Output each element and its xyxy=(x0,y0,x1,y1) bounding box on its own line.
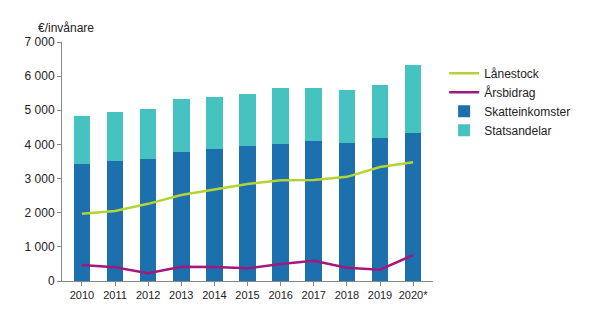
svg-text:2011: 2011 xyxy=(103,289,127,301)
svg-text:Lånestock: Lånestock xyxy=(484,67,540,81)
svg-text:Årsbidrag: Årsbidrag xyxy=(484,85,535,100)
svg-text:6 000: 6 000 xyxy=(25,69,55,83)
svg-text:2 000: 2 000 xyxy=(25,206,55,220)
svg-text:Statsandelar: Statsandelar xyxy=(484,124,551,138)
svg-text:2015: 2015 xyxy=(235,289,259,301)
svg-text:2018: 2018 xyxy=(335,289,359,301)
svg-text:0: 0 xyxy=(48,274,55,288)
svg-text:4 000: 4 000 xyxy=(25,138,55,152)
svg-text:2014: 2014 xyxy=(202,289,226,301)
svg-text:2013: 2013 xyxy=(169,289,193,301)
svg-text:1 000: 1 000 xyxy=(25,240,55,254)
svg-text:3 000: 3 000 xyxy=(25,172,55,186)
svg-text:€/invånare: €/invånare xyxy=(38,21,94,35)
svg-text:2019: 2019 xyxy=(368,289,392,301)
svg-text:2010: 2010 xyxy=(70,289,94,301)
svg-text:2016: 2016 xyxy=(268,289,292,301)
svg-text:2017: 2017 xyxy=(302,289,326,301)
svg-text:2020*: 2020* xyxy=(399,289,428,301)
svg-text:5 000: 5 000 xyxy=(25,103,55,117)
svg-text:2012: 2012 xyxy=(136,289,160,301)
svg-text:Skatteinkomster: Skatteinkomster xyxy=(484,105,570,119)
svg-text:7 000: 7 000 xyxy=(25,35,55,49)
